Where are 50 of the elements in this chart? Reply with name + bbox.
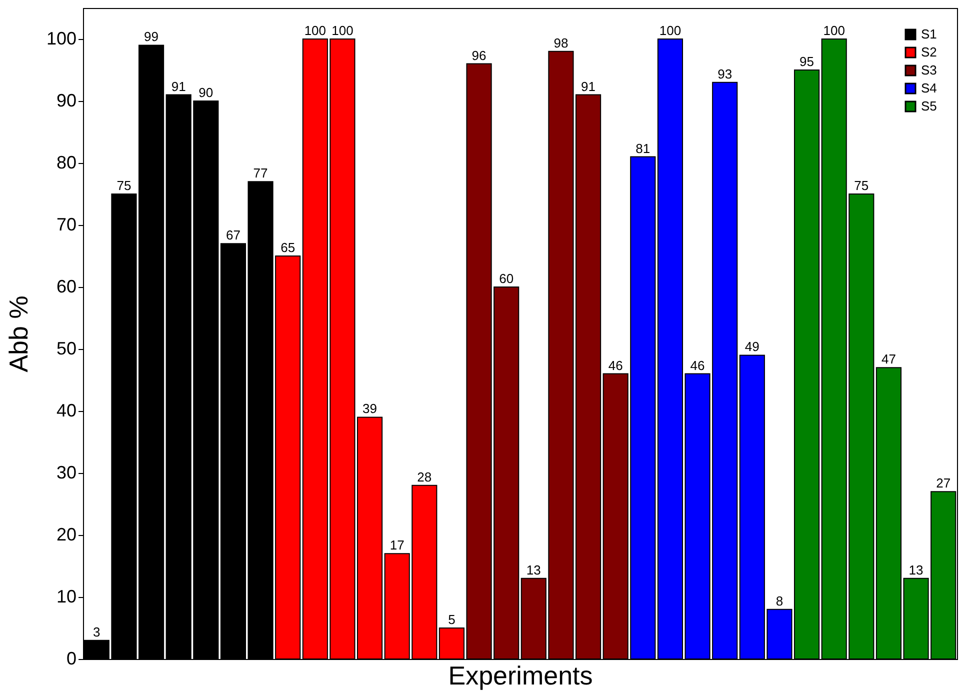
data-label: 13: [908, 562, 924, 578]
data-label: 13: [526, 562, 541, 578]
data-label: 47: [881, 352, 896, 367]
legend-label: S1: [921, 26, 937, 42]
y-tick-label: 100: [46, 28, 76, 48]
data-label: 100: [659, 23, 682, 38]
data-label: 5: [448, 612, 456, 627]
data-label: 81: [636, 140, 650, 156]
data-label: 75: [116, 178, 132, 193]
data-label: 100: [304, 23, 326, 38]
y-axis-title: Abb %: [3, 296, 34, 372]
y-tick-label: 90: [56, 90, 76, 110]
x-axis-title: Experiments: [448, 660, 593, 690]
legend-label: S3: [921, 62, 937, 78]
y-tick-label: 30: [56, 462, 76, 482]
data-label: 46: [608, 358, 623, 373]
data-label: 49: [744, 339, 760, 354]
data-label: 91: [581, 78, 596, 94]
legend-label: S4: [921, 80, 937, 96]
data-label: 96: [472, 48, 486, 63]
data-label: 100: [823, 23, 845, 38]
y-tick-label: 10: [56, 586, 76, 606]
legend-label: S5: [921, 98, 937, 114]
y-tick-label: 80: [56, 152, 76, 172]
data-label: 3: [93, 624, 100, 640]
y-tick-label: 50: [56, 338, 76, 358]
data-label: 90: [198, 85, 214, 100]
y-tick-label: 70: [56, 214, 76, 234]
data-label: 60: [499, 271, 514, 286]
data-label: 95: [800, 54, 814, 69]
data-label: 98: [554, 35, 568, 50]
y-tick-label: 20: [56, 524, 76, 544]
data-label: 27: [936, 476, 951, 491]
data-label: 17: [390, 538, 404, 553]
data-label: 75: [854, 178, 869, 193]
y-tick-label: 0: [66, 648, 76, 668]
data-label: 93: [718, 66, 732, 82]
data-label: 100: [332, 23, 354, 38]
legend-label: S2: [921, 44, 937, 60]
y-tick-label: 60: [56, 276, 76, 296]
data-label: 65: [280, 240, 296, 255]
data-label: 99: [144, 29, 159, 44]
data-label: 77: [253, 166, 268, 181]
y-tick-label: 40: [56, 400, 76, 420]
data-label: 39: [362, 401, 378, 416]
data-label: 46: [690, 358, 705, 373]
data-label: 67: [226, 228, 240, 243]
data-label: 28: [417, 469, 432, 484]
data-label: 8: [776, 593, 784, 608]
data-label: 91: [171, 78, 186, 94]
